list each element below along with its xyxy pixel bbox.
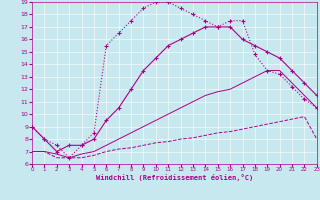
X-axis label: Windchill (Refroidissement éolien,°C): Windchill (Refroidissement éolien,°C) (96, 174, 253, 181)
